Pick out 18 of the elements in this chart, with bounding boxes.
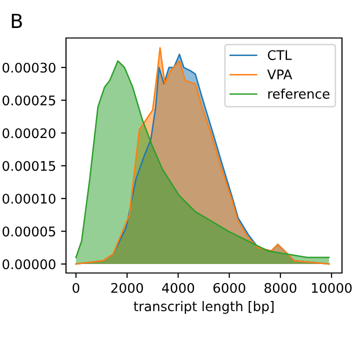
y-tick-label: 0.00020 [2,128,56,138]
legend-label: CTL [268,50,292,60]
x-tick-label: 8000 [264,282,296,293]
y-tick-label: 0.00000 [2,259,56,270]
y-tick-label: 0.00030 [2,62,56,73]
x-tick-label: 10000 [312,282,352,293]
legend-label: reference [268,88,330,99]
x-axis-title: transcript length [bp] [134,301,274,314]
x-tick-label: 0 [72,282,80,293]
y-tick-label: 0.00010 [2,194,56,204]
chart-title: B [12,14,22,28]
y-tick-label: 0.00025 [2,95,56,106]
x-tick-label: 4000 [162,282,194,293]
x-tick-label: 2000 [111,282,143,293]
legend-label: VPA [267,70,292,80]
y-tick-label: 0.00005 [2,226,56,236]
y-tick-label: 0.00015 [2,160,56,171]
x-tick-label: 6000 [213,282,246,293]
